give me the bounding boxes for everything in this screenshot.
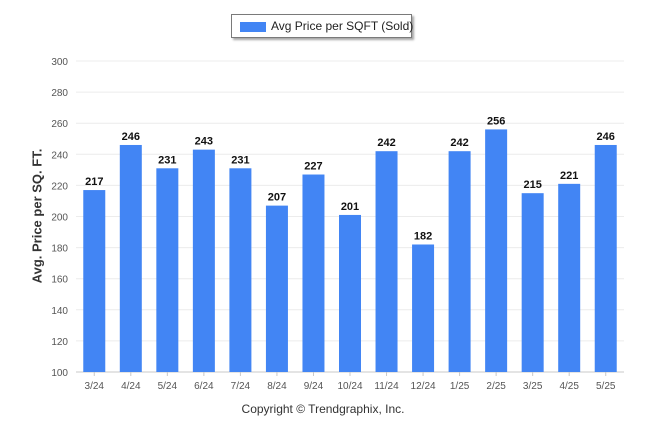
bar-value-label: 231 <box>231 154 249 166</box>
bar-value-label: 227 <box>304 161 322 173</box>
y-tick-label: 260 <box>51 119 68 130</box>
bar <box>594 144 617 372</box>
y-tick-label: 120 <box>51 337 68 348</box>
bar-value-label: 243 <box>195 136 213 148</box>
x-tick-label: 12/24 <box>411 381 436 392</box>
bar-value-label: 182 <box>414 230 432 242</box>
bar-value-label: 215 <box>523 179 541 191</box>
y-tick-label: 140 <box>51 306 68 317</box>
x-tick-label: 4/25 <box>559 381 579 392</box>
y-tick-label: 280 <box>51 88 68 99</box>
bar <box>339 214 361 372</box>
bar <box>192 149 215 372</box>
x-tick-label: 8/24 <box>267 381 287 392</box>
y-tick-label: 300 <box>51 57 68 68</box>
x-axis-ticks: 3/24 4/24 5/24 6/24 7/24 8/24 9/24 10/24 11/24 12… <box>85 372 616 392</box>
y-tick-label: 160 <box>51 275 68 286</box>
bar <box>156 168 179 372</box>
bar-value-label: 256 <box>487 115 505 127</box>
x-tick-label: 5/25 <box>596 381 616 392</box>
bar-value-label: 242 <box>450 137 468 149</box>
x-tick-label: 4/24 <box>121 381 141 392</box>
y-tick-label: 200 <box>51 213 68 224</box>
bar-value-label: 246 <box>597 131 615 143</box>
y-tick-label: 220 <box>51 181 68 192</box>
legend: Avg Price per SQFT (Sold) <box>231 14 414 38</box>
x-tick-label: 5/24 <box>158 381 178 392</box>
bar-value-label: 221 <box>560 170 578 182</box>
value-labels: 217 246 231 243 231 207 227 201 242 182 242 256 215 2… <box>85 115 615 242</box>
y-tick-label: 240 <box>51 150 68 161</box>
bar <box>521 193 544 372</box>
legend-swatch <box>240 22 266 32</box>
bar <box>119 144 142 372</box>
bar <box>412 244 435 372</box>
bar-value-label: 217 <box>85 176 103 188</box>
y-axis-ticks: 100 120 140 160 180 200 220 240 260 280 300 <box>51 57 68 379</box>
y-tick-label: 100 <box>51 368 68 379</box>
x-tick-label: 9/24 <box>304 381 324 392</box>
x-tick-label: 10/24 <box>337 381 362 392</box>
x-tick-label: 1/25 <box>450 381 470 392</box>
legend-label: Avg Price per SQFT (Sold) <box>271 19 414 33</box>
x-tick-label: 3/25 <box>523 381 543 392</box>
bar-value-label: 246 <box>122 131 140 143</box>
x-tick-label: 2/25 <box>486 381 506 392</box>
bar <box>558 183 581 372</box>
x-tick-label: 7/24 <box>231 381 251 392</box>
bar <box>265 205 288 372</box>
bar <box>375 151 398 372</box>
x-tick-label: 6/24 <box>194 381 214 392</box>
bar-value-label: 207 <box>268 192 286 204</box>
bar-value-label: 242 <box>377 137 395 149</box>
bar <box>83 190 106 372</box>
bar <box>302 174 325 372</box>
bar <box>485 129 508 372</box>
bar-value-label: 201 <box>341 201 359 213</box>
x-tick-label: 3/24 <box>85 381 105 392</box>
bar <box>229 168 252 372</box>
copyright-footer: Copyright © Trendgraphix, Inc. <box>241 402 405 416</box>
bars <box>83 129 617 372</box>
bar <box>448 151 471 372</box>
y-axis-label: Avg. Price per SQ. FT. <box>29 148 45 284</box>
y-tick-label: 180 <box>51 244 68 255</box>
bar-value-label: 231 <box>158 154 176 166</box>
x-tick-label: 11/24 <box>374 381 399 392</box>
